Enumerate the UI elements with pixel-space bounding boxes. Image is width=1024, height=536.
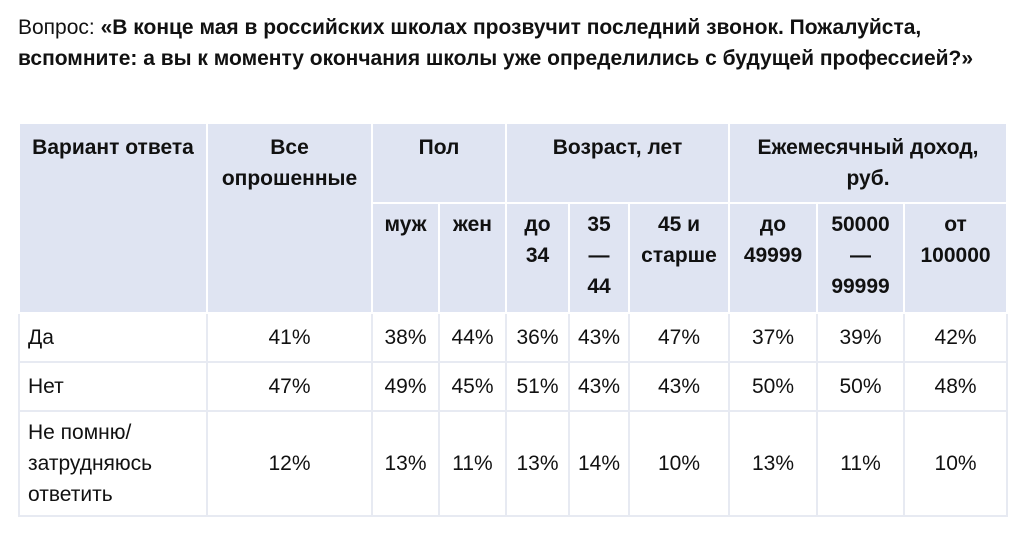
survey-table: Вариант ответа Все опрошенные Пол Возрас… — [18, 122, 1009, 517]
row-label: Да — [18, 313, 208, 363]
cell-value: 51% — [506, 362, 570, 412]
cell-value: 45% — [439, 362, 507, 412]
header-age: Возраст, лет — [504, 122, 731, 204]
cell-value: 10% — [629, 411, 731, 517]
subheader-row: муж жен до 34 35 — 44 45 и старше до 499… — [19, 202, 1009, 314]
row-label: Нет — [18, 362, 208, 412]
cell-value: 47% — [629, 313, 731, 363]
cell-value: 50% — [817, 362, 906, 412]
subheader-age-3: 45 и старше — [627, 202, 731, 314]
header-answer: Вариант ответа — [18, 122, 208, 314]
subheader-male: муж — [371, 202, 440, 314]
header-all: Все опрошенные — [206, 122, 373, 314]
question-block: Вопрос: «В конце мая в российских школах… — [18, 12, 1008, 74]
header-gender: Пол — [371, 122, 507, 204]
table-row: Нет 47% 49% 45% 51% 43% 43% 50% 50% 48% — [18, 362, 1009, 412]
subheader-age-1: до 34 — [505, 202, 570, 314]
cell-value: 13% — [372, 411, 440, 517]
cell-value: 13% — [729, 411, 819, 517]
cell-value: 13% — [506, 411, 570, 517]
cell-value: 50% — [729, 362, 819, 412]
cell-value: 43% — [629, 362, 731, 412]
cell-value: 43% — [569, 313, 630, 363]
header-income: Ежемесячный доход, руб. — [728, 122, 1009, 204]
question-text: «В конце мая в российских школах прозвуч… — [18, 16, 974, 70]
cell-value: 14% — [569, 411, 630, 517]
question-lead: Вопрос: — [18, 16, 101, 39]
table-row: Не помню/ затрудняюсь ответить 12% 13% 1… — [18, 411, 1009, 517]
cell-value: 44% — [439, 313, 507, 363]
cell-value: 47% — [207, 362, 373, 412]
header-row: Вариант ответа Все опрошенные Пол Возрас… — [18, 122, 1009, 314]
cell-value: 36% — [506, 313, 570, 363]
cell-value: 43% — [569, 362, 630, 412]
subheader-female: жен — [438, 202, 507, 314]
subheader-income-3: от 100000 — [903, 202, 1009, 314]
cell-value: 12% — [207, 411, 373, 517]
subheader-age-2: 35 — 44 — [568, 202, 630, 314]
cell-value: 11% — [817, 411, 906, 517]
cell-value: 11% — [439, 411, 507, 517]
cell-value: 48% — [904, 362, 1009, 412]
cell-value: 41% — [207, 313, 373, 363]
table-row: Да 41% 38% 44% 36% 43% 47% 37% 39% 42% — [18, 313, 1009, 363]
subheader-income-1: до 49999 — [728, 202, 819, 314]
cell-value: 39% — [817, 313, 906, 363]
cell-value: 42% — [904, 313, 1009, 363]
row-label: Не помню/ затрудняюсь ответить — [18, 411, 208, 517]
cell-value: 10% — [904, 411, 1009, 517]
cell-value: 49% — [372, 362, 440, 412]
cell-value: 37% — [729, 313, 819, 363]
cell-value: 38% — [372, 313, 440, 363]
subheader-income-2: 50000 — 99999 — [816, 202, 906, 314]
